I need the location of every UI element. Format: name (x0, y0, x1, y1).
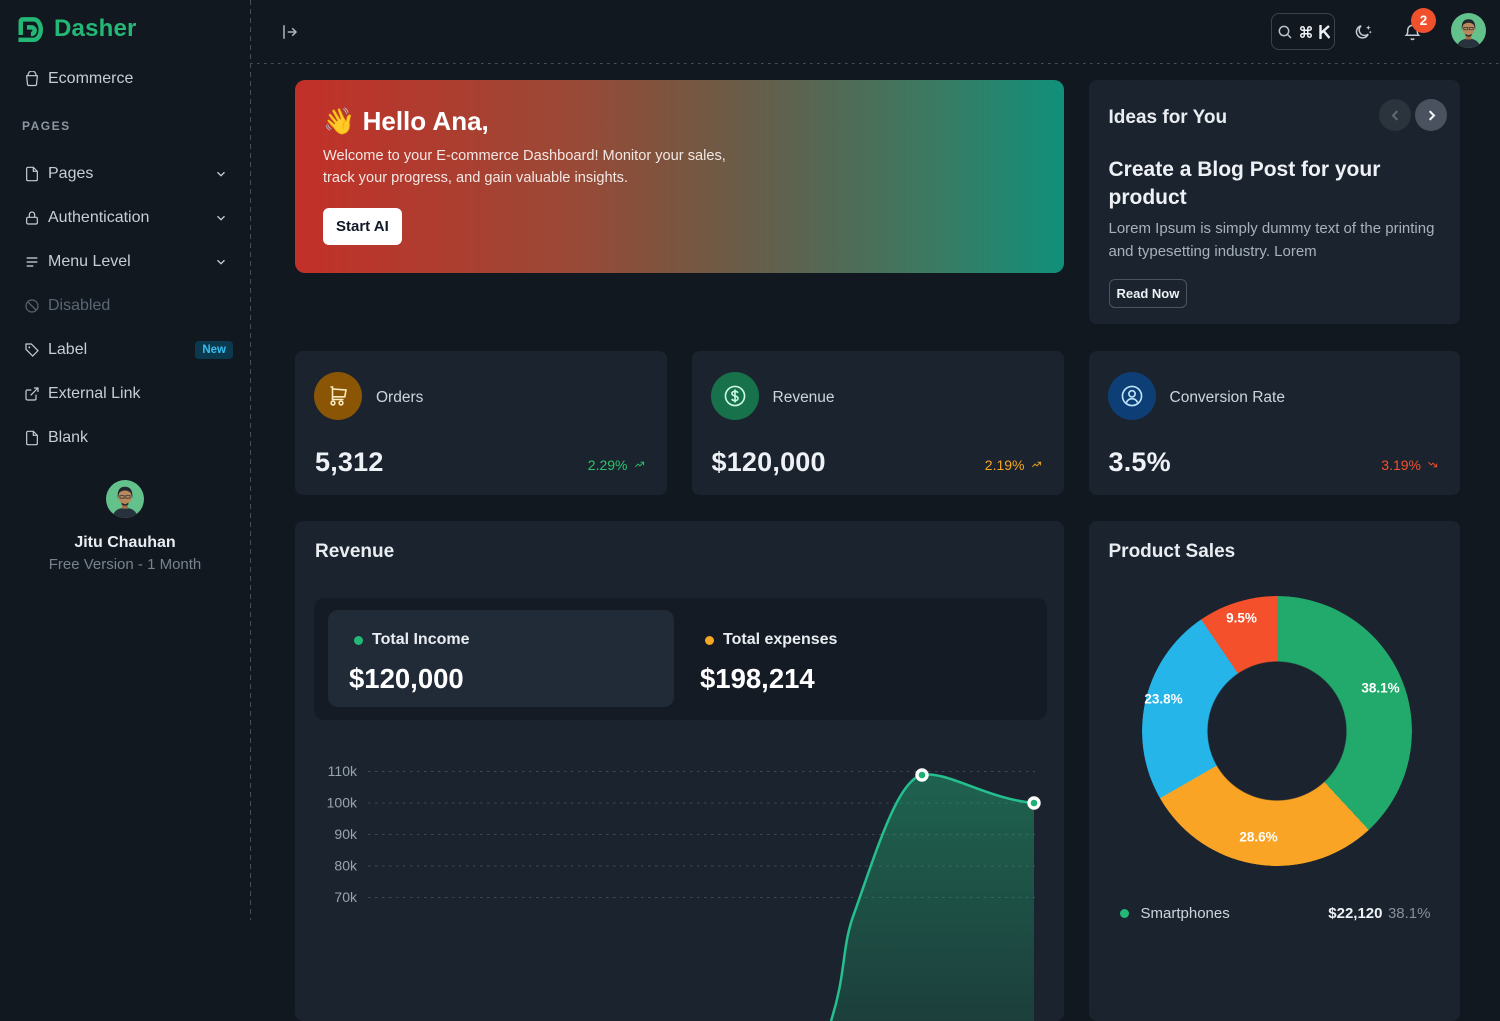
svg-text:110k: 110k (328, 763, 358, 779)
svg-text:70k: 70k (334, 889, 358, 905)
svg-text:100k: 100k (327, 795, 358, 811)
svg-text:80k: 80k (334, 858, 358, 874)
svg-text:90k: 90k (334, 826, 358, 842)
